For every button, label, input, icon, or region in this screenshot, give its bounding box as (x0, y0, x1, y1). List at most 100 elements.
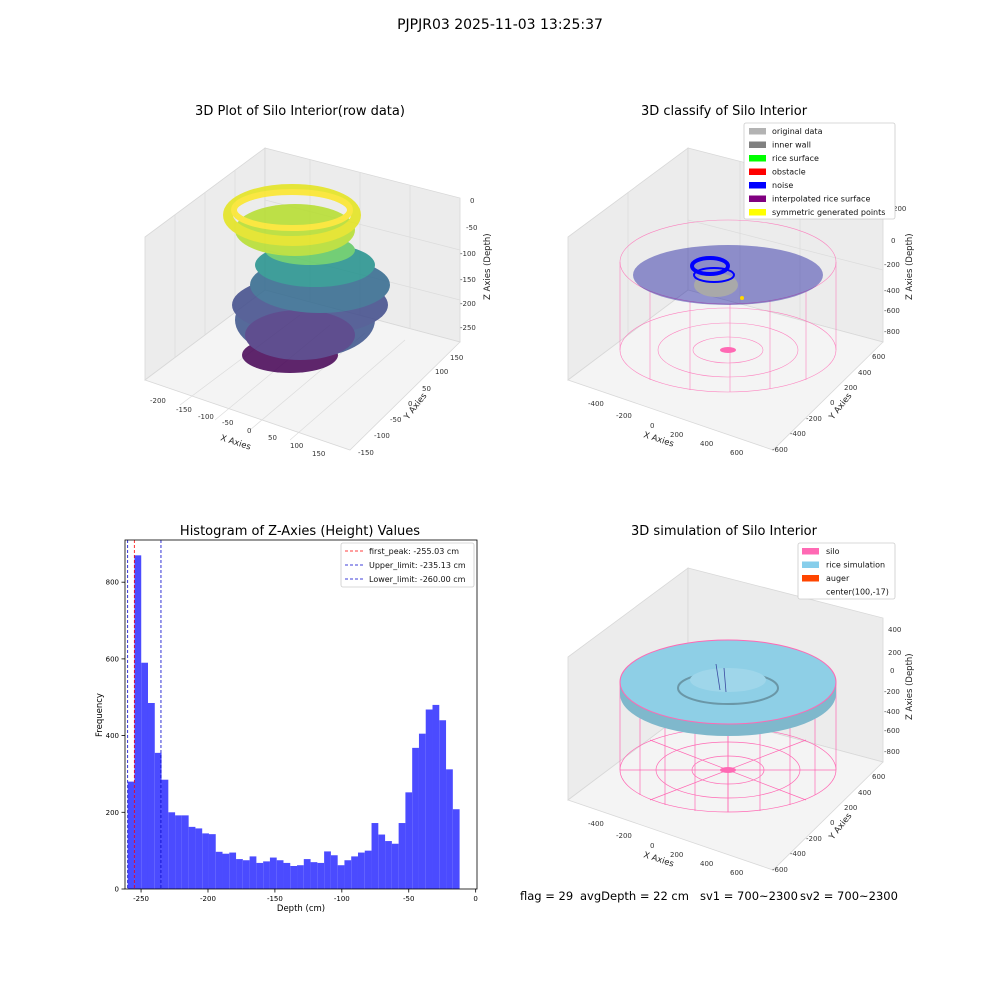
simulation-ytick: -400 (790, 850, 806, 858)
rice-side-band (620, 682, 836, 736)
histogram-bar (398, 823, 406, 889)
raw-ztick: 0 (470, 197, 474, 205)
classify-ytick: 400 (858, 369, 871, 377)
simulation-ztick: -400 (884, 708, 900, 716)
histogram-bar (276, 860, 284, 889)
classify-ytick: 0 (830, 399, 834, 407)
legend-swatch-noise (749, 182, 766, 189)
simulation-floor-pane (567, 709, 884, 871)
histogram-bar (452, 809, 460, 889)
histogram-legend: first_peak: -255.03 cm Upper_limit: -235… (340, 542, 475, 588)
histogram-bar (378, 834, 386, 889)
legend-label: Lower_limit: -260.00 cm (369, 575, 466, 584)
avg-depth-text: avgDepth = 22 cm (580, 889, 689, 903)
raw-ytick: 150 (450, 354, 463, 362)
raw-ztick: -250 (460, 324, 476, 332)
legend-swatch-obstacle (749, 168, 766, 175)
histogram-xtick-label: -250 (133, 895, 149, 903)
legend-label: center(100,-17) (826, 588, 889, 597)
histogram-bar (188, 826, 196, 889)
raw-xtick: -100 (198, 413, 214, 421)
figure-title: PJPJR03 2025-11-03 13:25:37 (397, 17, 603, 33)
classify-plot-title: 3D classify of Silo Interior (640, 104, 808, 119)
legend-label: rice surface (772, 154, 819, 163)
classify-legend: original data inner wall rice surface ob… (743, 122, 896, 220)
histogram-ytick-label: 200 (106, 809, 119, 817)
histogram-bar (134, 555, 142, 889)
histogram-bar (412, 747, 419, 889)
histogram-bar (195, 828, 203, 889)
simulation-plot-title: 3D simulation of Silo Interior (631, 524, 817, 539)
classify-xtick: 400 (700, 440, 713, 448)
classify-ztick: -400 (884, 287, 900, 295)
histogram-bar (371, 823, 379, 889)
classify-ztick: -200 (884, 261, 900, 269)
histogram-bar (242, 860, 250, 889)
legend-label: silo (826, 547, 840, 556)
classify-ytick: -400 (790, 430, 806, 438)
legend-label: inner wall (772, 141, 811, 150)
histogram-bar (317, 862, 325, 889)
raw-xtick: -200 (150, 397, 166, 405)
raw-plot-title: 3D Plot of Silo Interior(row data) (195, 104, 405, 119)
legend-label: obstacle (772, 168, 806, 177)
histogram-bar (269, 857, 277, 889)
histogram-bar (297, 865, 304, 889)
histogram-bar (391, 843, 399, 889)
histogram-bar (330, 855, 338, 889)
raw-xtick: -150 (176, 406, 192, 414)
legend-label: first_peak: -255.03 cm (369, 547, 459, 556)
histogram-xlabel: Depth (cm) (277, 904, 325, 914)
legend-label: Upper_limit: -235.13 cm (369, 561, 466, 570)
histogram-title: Histogram of Z-Axies (Height) Values (179, 524, 421, 539)
classify-xtick: 0 (650, 422, 654, 430)
histogram-bar (425, 709, 433, 889)
classify-floor-pane (567, 289, 884, 451)
histogram-bar (229, 852, 237, 889)
histogram-bar (418, 733, 426, 889)
classify-ztick: 0 (891, 237, 895, 245)
histogram-bar (168, 812, 176, 889)
histogram-bar (364, 850, 372, 889)
classify-ytick: 600 (872, 353, 885, 361)
legend-label: auger (826, 574, 850, 583)
histogram-bar (357, 852, 365, 889)
classify-xtick: -400 (588, 400, 604, 408)
classify-xtick: 200 (670, 431, 683, 439)
legend-swatch-silo (802, 548, 819, 555)
histogram-y-ticks: 0 200 400 600 800 (106, 579, 125, 894)
histogram-bar (202, 833, 209, 889)
classify-ytick: -200 (806, 415, 822, 423)
histogram-bar (290, 865, 298, 889)
legend-label: noise (772, 181, 793, 190)
histogram-ytick-label: 600 (106, 655, 119, 663)
legend-label: interpolated rice surface (772, 195, 870, 204)
histogram-bar (344, 860, 352, 889)
simulation-ztick: -600 (884, 727, 900, 735)
histogram-bar (256, 862, 264, 889)
histogram-bar (351, 856, 358, 889)
histogram-xtick-label: 0 (473, 895, 477, 903)
histogram-ytick-label: 800 (106, 579, 119, 587)
histogram-bar (127, 781, 135, 889)
histogram-bar (249, 856, 257, 889)
raw-xtick: 150 (312, 450, 325, 458)
legend-label: original data (772, 127, 823, 136)
histogram-ytick-label: 0 (115, 886, 119, 894)
histogram-bar (310, 862, 318, 889)
simulation-xtick: 200 (670, 851, 683, 859)
raw-ytick: 100 (435, 368, 448, 376)
raw-ytick: -100 (374, 432, 390, 440)
histogram-bar (215, 851, 223, 889)
raw-xtick: -50 (222, 419, 233, 427)
classify-xtick: -200 (616, 412, 632, 420)
classify-ytick: -600 (772, 446, 788, 454)
sv2-text: sv2 = 700~2300 (800, 889, 898, 903)
flag-text: flag = 29 (520, 889, 574, 903)
histogram-bar (337, 865, 345, 889)
histogram-bar (181, 815, 189, 889)
histogram-bar (161, 779, 169, 889)
histogram-bar (175, 815, 182, 889)
